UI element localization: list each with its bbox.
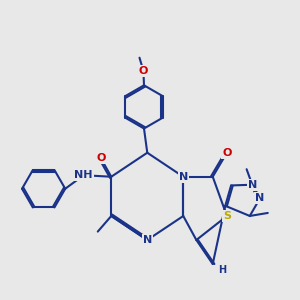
Text: O: O bbox=[222, 148, 232, 158]
Text: S: S bbox=[223, 211, 231, 221]
Text: N: N bbox=[178, 172, 188, 182]
Text: O: O bbox=[96, 153, 106, 163]
Text: NH: NH bbox=[74, 170, 93, 180]
Text: N: N bbox=[142, 235, 152, 245]
Text: O: O bbox=[139, 66, 148, 76]
Text: N: N bbox=[248, 180, 257, 190]
Text: H: H bbox=[218, 265, 226, 275]
Text: N: N bbox=[256, 193, 265, 203]
